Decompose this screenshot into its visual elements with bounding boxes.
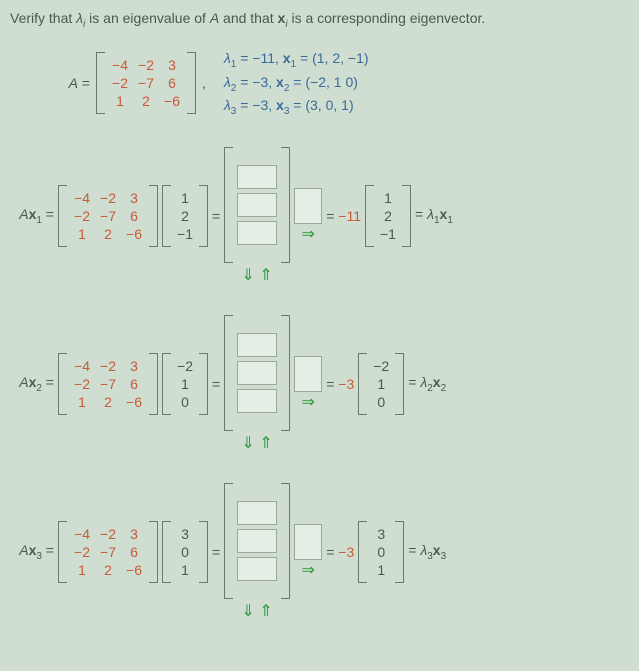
equation-row: Ax1 = −4−23−2−7612−612−1 = ⇓ ⇑⇒ = −11 12… (10, 147, 629, 285)
rhs-label: = λ1x1 (415, 206, 453, 226)
answer-input[interactable] (237, 557, 277, 581)
result-vector: 12−1 (365, 185, 411, 247)
lhs-label: Ax1 = (10, 206, 54, 226)
side-answer: ⇒ (294, 356, 322, 412)
vector-x: 301 (162, 521, 208, 583)
eigenvalue-list: λ1 = −11, x1 = (1, 2, −1) λ2 = −3, x2 = … (224, 50, 369, 117)
scalar-value: = −3 (326, 544, 354, 560)
equals-sign: = (212, 208, 220, 224)
up-down-arrow-icon[interactable]: ⇓ ⇑ (224, 265, 290, 285)
equation-row: Ax3 = −4−23−2−7612−6301 = ⇓ ⇑⇒ = −3 301 … (10, 483, 629, 621)
matrix-A: −4−23−2−7612−6 (96, 52, 196, 114)
answer-input[interactable] (237, 501, 277, 525)
equals-sign: = (212, 376, 220, 392)
scalar-value: = −3 (326, 376, 354, 392)
result-vector: 301 (358, 521, 404, 583)
matrix-cell: −2 (133, 56, 159, 74)
matrix-cell: −7 (133, 74, 159, 92)
matrix-cell: −6 (159, 92, 185, 110)
answer-input[interactable] (237, 389, 277, 413)
rhs-label: = λ3x3 (408, 542, 446, 562)
answer-block: ⇓ ⇑ (224, 147, 290, 285)
right-arrow-icon[interactable]: ⇒ (297, 560, 318, 580)
matrix-cell: 6 (159, 74, 185, 92)
right-arrow-icon[interactable]: ⇒ (297, 224, 318, 244)
answer-input[interactable] (237, 361, 277, 385)
up-down-arrow-icon[interactable]: ⇓ ⇑ (224, 433, 290, 453)
lhs-label: Ax2 = (10, 374, 54, 394)
matrix: −4−23−2−7612−6 (58, 521, 158, 583)
matrix-cell: 1 (107, 92, 133, 110)
answer-input[interactable] (237, 193, 277, 217)
equation-row: Ax2 = −4−23−2−7612−6−210 = ⇓ ⇑⇒ = −3 −21… (10, 315, 629, 453)
answer-input-side[interactable] (294, 188, 322, 224)
label-A: A (69, 75, 78, 91)
side-answer: ⇒ (294, 188, 322, 244)
matrix: −4−23−2−7612−6 (58, 185, 158, 247)
side-answer: ⇒ (294, 524, 322, 580)
matrix-cell: −2 (107, 74, 133, 92)
equals-sign: = (212, 544, 220, 560)
comma: , (196, 75, 212, 91)
matrix-cell: 2 (133, 92, 159, 110)
answer-input-side[interactable] (294, 356, 322, 392)
answer-input[interactable] (237, 165, 277, 189)
answer-input[interactable] (237, 333, 277, 357)
answer-input[interactable] (237, 221, 277, 245)
matrix-cell: −4 (107, 56, 133, 74)
rhs-label: = λ2x2 (408, 374, 446, 394)
answer-block: ⇓ ⇑ (224, 315, 290, 453)
answer-input[interactable] (237, 529, 277, 553)
answer-block: ⇓ ⇑ (224, 483, 290, 621)
up-down-arrow-icon[interactable]: ⇓ ⇑ (224, 601, 290, 621)
prompt-text: Verify that λi is an eigenvalue of A and… (10, 10, 629, 30)
equations-container: Ax1 = −4−23−2−7612−612−1 = ⇓ ⇑⇒ = −11 12… (10, 147, 629, 621)
result-vector: −210 (358, 353, 404, 415)
definition-section: A = −4−23−2−7612−6 , λ1 = −11, x1 = (1, … (10, 50, 629, 117)
right-arrow-icon[interactable]: ⇒ (297, 392, 318, 412)
scalar-value: = −11 (326, 208, 361, 224)
lhs-label: Ax3 = (10, 542, 54, 562)
matrix: −4−23−2−7612−6 (58, 353, 158, 415)
vector-x: 12−1 (162, 185, 208, 247)
vector-x: −210 (162, 353, 208, 415)
matrix-cell: 3 (159, 56, 185, 74)
answer-input-side[interactable] (294, 524, 322, 560)
